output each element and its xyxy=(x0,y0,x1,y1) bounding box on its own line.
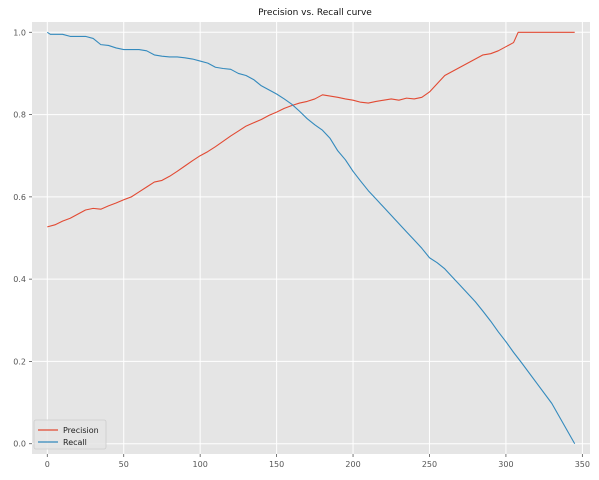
legend-label-recall: Recall xyxy=(63,438,87,447)
x-tick-label: 0 xyxy=(45,460,50,469)
x-tick-label: 50 xyxy=(119,460,129,469)
x-tick-label: 100 xyxy=(193,460,208,469)
y-axis-ticks: 0.0 0.2 0.4 0.6 0.8 1.0 xyxy=(13,28,32,448)
y-tick-label: 0.4 xyxy=(13,275,26,284)
y-tick-label: 0.8 xyxy=(13,111,26,120)
x-tick-label: 150 xyxy=(269,460,284,469)
y-tick-label: 0.2 xyxy=(13,357,26,366)
x-tick-label: 350 xyxy=(575,460,590,469)
x-tick-label: 300 xyxy=(498,460,513,469)
x-axis-ticks: 0 50 100 150 200 250 300 350 xyxy=(45,454,590,469)
y-tick-label: 0.6 xyxy=(13,193,26,202)
legend: Precision Recall xyxy=(34,420,106,449)
y-tick-label: 0.0 xyxy=(13,440,26,449)
x-tick-label: 250 xyxy=(422,460,437,469)
legend-label-precision: Precision xyxy=(63,426,99,435)
x-tick-label: 200 xyxy=(345,460,360,469)
y-tick-label: 1.0 xyxy=(13,28,26,37)
chart-title: Precision vs. Recall curve xyxy=(258,8,372,18)
